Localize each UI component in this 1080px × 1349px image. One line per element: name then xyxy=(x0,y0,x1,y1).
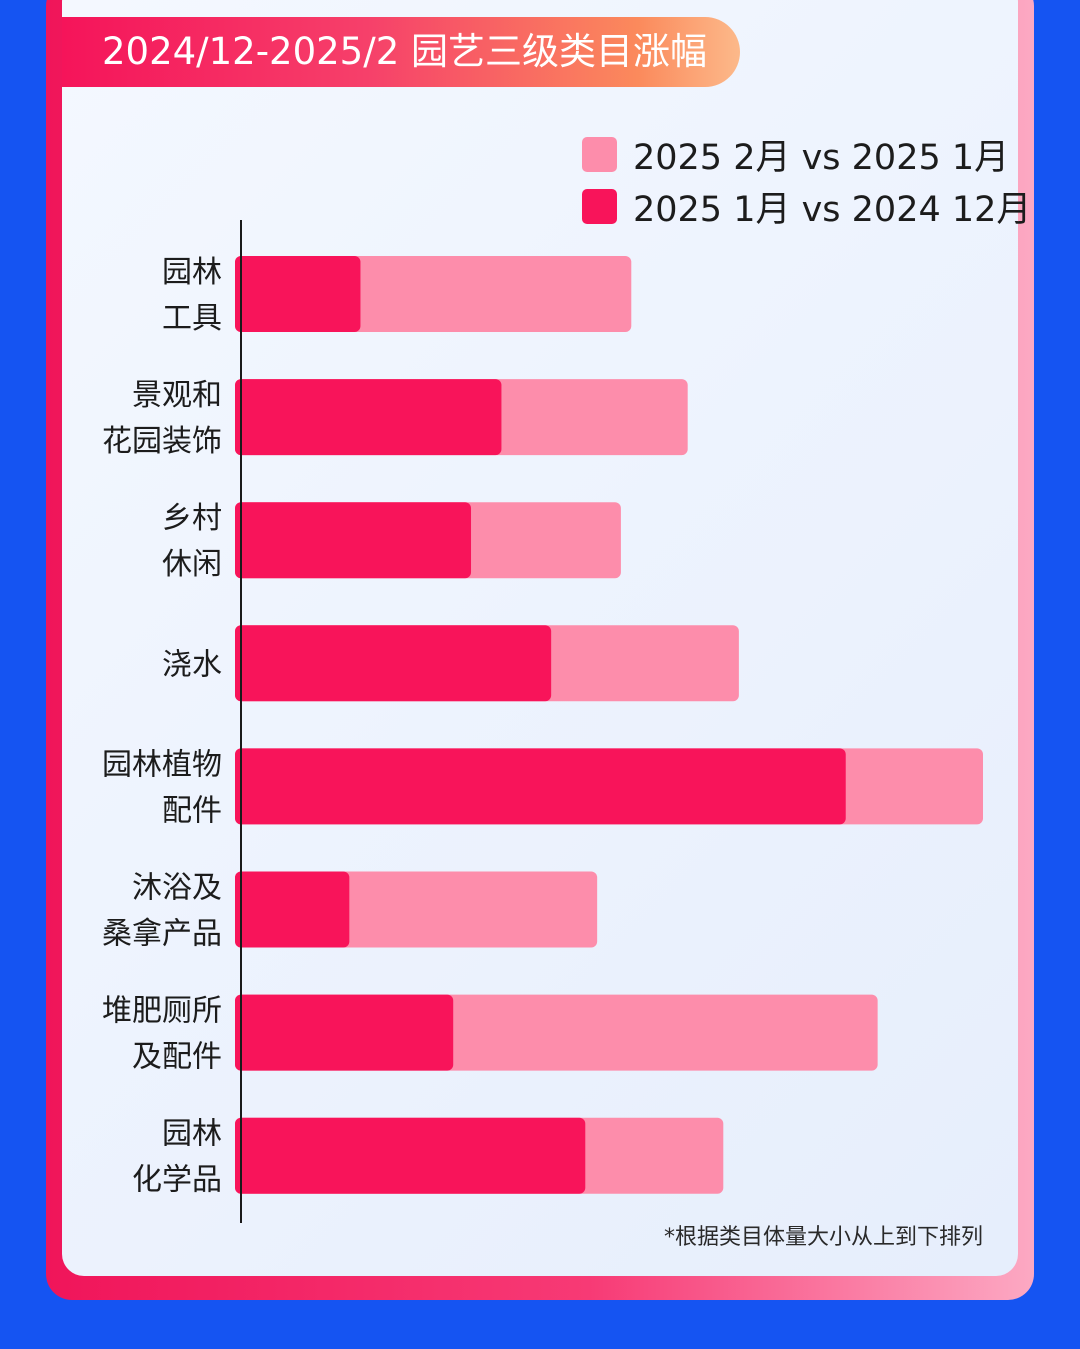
legend-swatch-feb xyxy=(582,136,617,172)
chart-title: 2024/12-2025/2 园艺三级类目涨幅 xyxy=(62,17,740,87)
category-label-4-1: 配件 xyxy=(162,793,222,828)
legend-item-feb: 2025 2月 vs 2025 1月 xyxy=(582,128,1031,180)
bar-jan-6 xyxy=(235,994,454,1071)
bar-jan-4 xyxy=(235,748,846,825)
legend-label-jan: 2025 1月 vs 2024 12月 xyxy=(633,189,1032,230)
bar-jan-2 xyxy=(235,502,472,579)
legend-label-feb: 2025 2月 vs 2025 1月 xyxy=(633,137,1010,178)
bar-jan-1 xyxy=(235,379,502,456)
legend: 2025 2月 vs 2025 1月 2025 1月 vs 2024 12月 xyxy=(582,128,1031,232)
category-label-6-0: 堆肥厕所 xyxy=(102,994,222,1029)
category-label-0-0: 园林 xyxy=(162,255,222,290)
category-label-5-0: 沐浴及 xyxy=(132,871,222,906)
category-label-7-0: 园林 xyxy=(162,1117,222,1152)
bar-jan-5 xyxy=(235,871,350,948)
bar-jan-3 xyxy=(235,625,552,702)
category-label-4-0: 园林植物 xyxy=(102,747,222,782)
category-label-2-0: 乡村 xyxy=(162,501,222,536)
category-label-2-1: 休闲 xyxy=(162,547,222,582)
category-label-1-1: 花园装饰 xyxy=(102,424,222,459)
legend-swatch-jan xyxy=(582,188,617,224)
category-label-5-1: 桑拿产品 xyxy=(102,917,222,952)
bar-jan-0 xyxy=(235,256,361,332)
bar-jan-7 xyxy=(235,1117,586,1194)
category-label-3-0: 浇水 xyxy=(162,647,222,682)
category-label-0-1: 工具 xyxy=(162,301,222,336)
category-label-1-0: 景观和 xyxy=(132,378,222,413)
category-label-7-1: 化学品 xyxy=(132,1163,222,1198)
category-label-6-1: 及配件 xyxy=(132,1040,222,1075)
footnote: *根据类目体量大小从上到下排列 xyxy=(663,1225,983,1250)
legend-item-jan: 2025 1月 vs 2024 12月 xyxy=(582,180,1031,232)
